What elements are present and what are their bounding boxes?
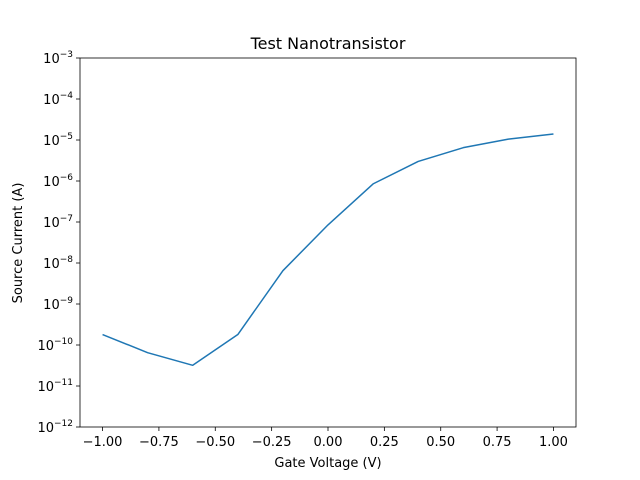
x-axis: −1.00 −0.75 −0.50 −0.25 0.00 0.25 0.50 0.75 1.00: [83, 427, 568, 450]
x-tick-label: 0.25: [370, 435, 399, 450]
y-tick-label: 10−10: [37, 337, 73, 354]
y-tick-label: 10−12: [37, 419, 73, 436]
x-tick-label: −1.00: [83, 435, 123, 450]
chart-title: Test Nanotransistor: [250, 34, 406, 53]
series-line-0: [102, 133, 554, 367]
y-tick-label: 10−11: [37, 378, 73, 395]
axes-frame: [79, 57, 577, 428]
x-tick-label: 0.00: [314, 435, 343, 450]
y-tick-label: 10−9: [43, 296, 73, 313]
y-tick-label: 10−4: [43, 91, 73, 108]
plot-area: [79, 57, 577, 428]
x-tick-label: −0.75: [139, 435, 179, 450]
y-tick-label: 10−6: [43, 173, 73, 190]
y-axis-label: Source Current (A): [11, 183, 26, 304]
y-tick-label: 10−7: [43, 214, 73, 231]
y-tick-label: 10−5: [43, 132, 73, 149]
y-tick-label: 10−3: [43, 50, 73, 67]
x-tick-label: 0.50: [426, 435, 455, 450]
x-tick-label: −0.25: [252, 435, 292, 450]
x-tick-label: −0.50: [195, 435, 235, 450]
y-tick-label: 10−8: [43, 255, 73, 272]
x-tick-label: 0.75: [483, 435, 512, 450]
x-axis-label: Gate Voltage (V): [274, 456, 381, 471]
x-tick-label: 1.00: [539, 435, 568, 450]
y-axis: 10−12 10−11 10−10 10−9 10−8 10−7 10−6 10−5 10−4 1…: [37, 50, 80, 436]
